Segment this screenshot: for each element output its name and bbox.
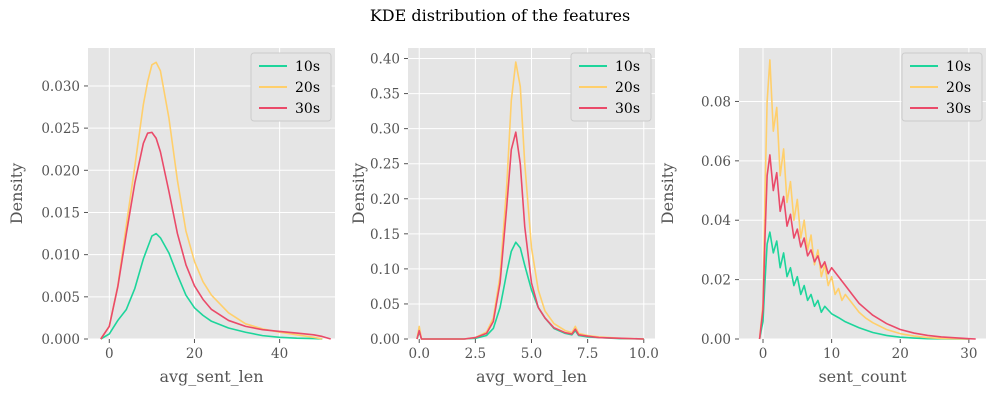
legend-label-20s: 20s bbox=[946, 80, 971, 96]
legend-label-30s: 30s bbox=[295, 101, 320, 117]
series-line-10s bbox=[758, 231, 969, 340]
x-axis-label: avg_sent_len bbox=[159, 367, 263, 386]
y-tick-label: 0.08 bbox=[701, 94, 731, 110]
legend-box bbox=[570, 52, 652, 122]
y-axis-label: Density bbox=[349, 163, 368, 224]
legend: 10s 20s 30s bbox=[570, 52, 652, 122]
legend-label-30s: 30s bbox=[615, 101, 640, 117]
legend-label-10s: 10s bbox=[295, 59, 320, 75]
legend-label-10s: 10s bbox=[946, 59, 971, 75]
x-tick-label: 10.0 bbox=[629, 346, 659, 362]
legend-label-30s: 30s bbox=[946, 101, 971, 117]
legend: 10s 20s 30s bbox=[901, 52, 983, 122]
y-tick-label: 0.030 bbox=[41, 79, 80, 95]
y-tick-label: 0.00 bbox=[370, 332, 400, 348]
y-tick-label: 0.15 bbox=[370, 227, 400, 243]
y-tick-label: 0.025 bbox=[41, 121, 80, 137]
x-axis-label: avg_word_len bbox=[476, 367, 587, 386]
y-tick-label: 0.02 bbox=[701, 273, 731, 289]
y-tick-label: 0.000 bbox=[41, 332, 80, 348]
y-tick-label: 0.30 bbox=[370, 122, 400, 138]
y-tick-label: 0.04 bbox=[701, 213, 731, 229]
subplot-sent-count: 0 10 20 30 0.00 0.02 0.04 0.06 0.08 sent_count Den… bbox=[658, 48, 986, 386]
y-tick-label: 0.25 bbox=[370, 157, 400, 173]
series-line-10s bbox=[100, 232, 323, 340]
y-tick-label: 0.06 bbox=[701, 154, 731, 170]
x-tick-label: 0 bbox=[759, 346, 768, 362]
subplot-panels: 0 20 400.0000.0050.0100.0150.0200.0250.030… bbox=[7, 48, 986, 386]
y-tick-label: 0.35 bbox=[370, 87, 400, 103]
y-axis-label: Density bbox=[658, 163, 677, 224]
x-tick-label: 20 bbox=[186, 346, 203, 362]
subplot-avg-word-len: 0.0 2.5 5.0 7.5 10.0 0.00 0.05 0.10 0.15 0.20 0.25… bbox=[349, 48, 659, 386]
series-line-30s bbox=[100, 131, 331, 340]
subplot-avg-sent-len: 0 20 40 0.000 0.005 0.010 0.015 0.020 0.025 0.030… bbox=[7, 48, 335, 386]
legend: 10s 20s 30s bbox=[250, 52, 332, 122]
y-tick-label: 0.00 bbox=[701, 332, 731, 348]
legend-box bbox=[901, 52, 983, 122]
x-tick-label: 20 bbox=[892, 346, 909, 362]
y-tick-label: 0.40 bbox=[370, 52, 400, 68]
x-axis-label: sent_count bbox=[818, 367, 907, 386]
y-axis-label: Density bbox=[7, 163, 26, 224]
x-tick-label: 5.0 bbox=[521, 346, 542, 362]
legend-box bbox=[250, 52, 332, 122]
x-tick-label: 40 bbox=[271, 346, 288, 362]
x-tick-label: 0.0 bbox=[408, 346, 429, 362]
x-tick-label: 30 bbox=[960, 346, 977, 362]
legend-label-10s: 10s bbox=[615, 59, 640, 75]
legend-label-20s: 20s bbox=[295, 80, 320, 96]
y-tick-label: 0.10 bbox=[370, 262, 400, 278]
x-tick-label: 2.5 bbox=[465, 346, 486, 362]
y-tick-label: 0.010 bbox=[41, 248, 80, 264]
x-tick-label: 7.5 bbox=[577, 346, 598, 362]
x-tick-label: 0 bbox=[105, 346, 114, 362]
series-line-30s bbox=[416, 131, 644, 340]
x-tick-label: 10 bbox=[823, 346, 840, 362]
figure-title: KDE distribution of the features bbox=[370, 6, 630, 25]
y-tick-label: 0.015 bbox=[41, 205, 80, 221]
series-line-30s bbox=[758, 154, 976, 340]
y-tick-label: 0.20 bbox=[370, 192, 400, 208]
y-tick-label: 0.020 bbox=[41, 163, 80, 179]
y-tick-label: 0.005 bbox=[41, 290, 80, 306]
legend-label-20s: 20s bbox=[615, 80, 640, 96]
y-tick-label: 0.05 bbox=[370, 297, 400, 313]
